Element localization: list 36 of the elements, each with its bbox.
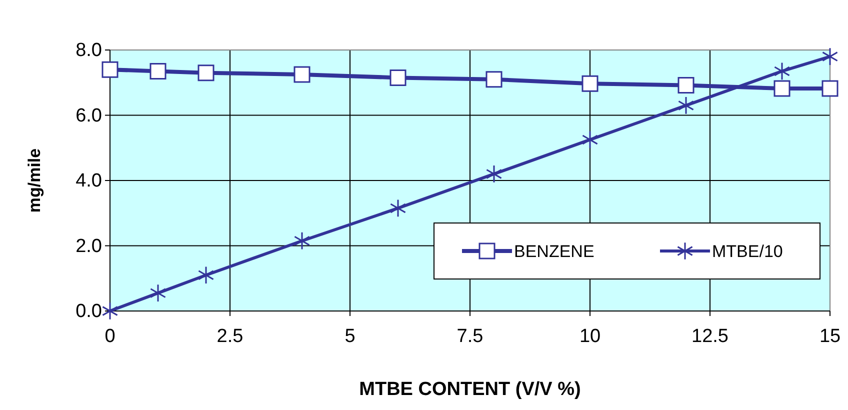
point [774, 80, 790, 97]
y-tick-label: 2.0 [76, 236, 102, 257]
x-tick-label: 10 [579, 326, 601, 347]
point [150, 62, 166, 80]
point [822, 80, 838, 97]
point [198, 266, 214, 284]
point [582, 75, 598, 92]
x-axis-title: MTBE CONTENT (V/V %) [359, 379, 581, 400]
y-axis-title: mg/mile [25, 148, 44, 213]
point [678, 96, 694, 115]
y-tick-label: 0.0 [76, 301, 102, 322]
point [294, 66, 310, 83]
x-tick-label: 5 [344, 326, 356, 347]
point [486, 71, 502, 88]
point [150, 284, 166, 302]
x-tick-label: 12.5 [692, 326, 728, 347]
legend-label: MTBE/10 [712, 242, 783, 261]
point [582, 130, 598, 149]
point [390, 199, 406, 218]
point [390, 69, 406, 86]
x-tick-label: 0 [104, 326, 116, 347]
y-tick-label: 8.0 [76, 40, 102, 62]
legend-label: BENZENE [514, 242, 594, 261]
point [102, 302, 118, 320]
point [102, 61, 118, 78]
x-tick-label: 15 [819, 326, 841, 347]
y-tick-label: 6.0 [76, 105, 102, 126]
point [294, 232, 310, 250]
y-tick-label: 4.0 [76, 170, 102, 192]
point [774, 62, 790, 80]
point [678, 76, 694, 94]
x-tick-label: 2.5 [216, 326, 244, 347]
point [486, 164, 502, 184]
x-tick-label: 7.5 [456, 326, 484, 347]
point [198, 64, 214, 82]
point [822, 47, 838, 66]
